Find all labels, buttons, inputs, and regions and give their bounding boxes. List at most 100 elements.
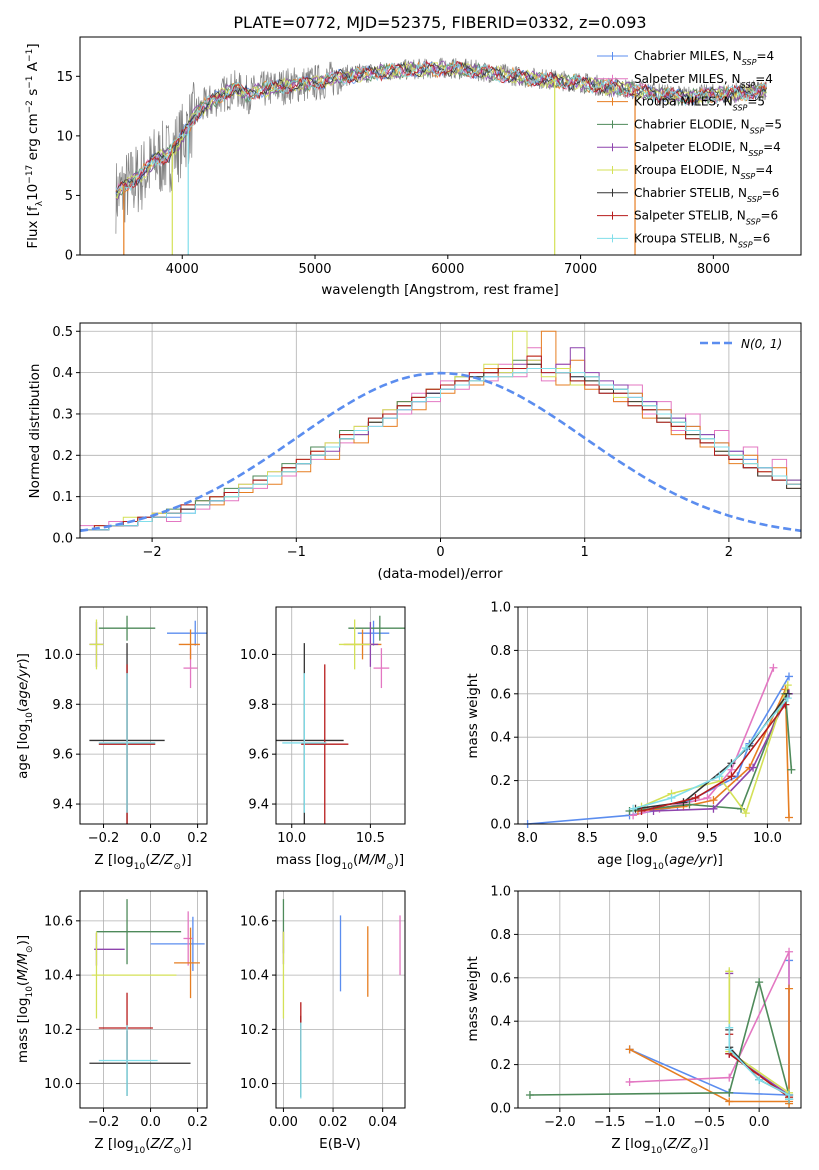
legend-label: Salpeter MILES, NSSP=4 [634, 72, 773, 90]
age-vs-metallicity-ylabel: age [log10(age/yr)] [15, 653, 35, 779]
y-tick-label: 10.2 [240, 1023, 269, 1038]
errorbar-point [91, 931, 177, 1019]
mass-vs-metallicity-panel: −0.2 0.0 0.2 10.0 10.2 10.4 10.6 Z [log10(Z/Z⊙… [15, 890, 208, 1156]
series-marker [725, 1045, 734, 1054]
y-tick-label: 0.1 [52, 490, 73, 505]
series-marker [749, 763, 758, 772]
series-line [641, 684, 789, 815]
y-tick-label: 9.4 [52, 798, 73, 813]
y-tick-label: 10.6 [44, 914, 73, 929]
errorbar-point [96, 899, 182, 965]
x-tick-label: −2 [143, 545, 162, 560]
spectrum-axes-frame [79, 36, 802, 256]
svg-text:mass [log10(M/M⊙)]: mass [log10(M/M⊙)] [15, 935, 35, 1063]
svg-text:Z [log10(Z/Z⊙)]: Z [log10(Z/Z⊙)] [611, 1136, 708, 1156]
mass-vs-metallicity-xlabel: Z [log10(Z/Z⊙)] [94, 1136, 191, 1156]
x-tick-label: 9.0 [637, 831, 658, 846]
series-marker [725, 1023, 734, 1032]
legend-label: Kroupa ELODIE, NSSP=4 [634, 163, 773, 181]
age-vs-mass-axes-frame [275, 606, 406, 825]
errorbar-point [348, 615, 405, 641]
series-marker [769, 663, 778, 672]
x-tick-label: −1.0 [644, 1115, 676, 1130]
y-tick-label: 0.0 [52, 532, 73, 547]
x-tick-label: 0.0 [140, 831, 161, 846]
series-marker [785, 1095, 794, 1104]
series-marker [755, 1075, 764, 1084]
series-marker [741, 744, 750, 753]
y-tick-label: 9.6 [52, 748, 73, 763]
x-tick-label: 7000 [564, 262, 597, 277]
legend-label: Chabrier MILES, NSSP=4 [634, 49, 774, 67]
errorbar-point [338, 619, 371, 670]
x-tick-label: −1.5 [594, 1115, 626, 1130]
x-tick-label: 2 [725, 545, 733, 560]
y-tick-label: 10.4 [240, 969, 269, 984]
mass-weight-vs-age-panel: 8.0 8.5 9.0 9.5 10.0 0.0 0.2 0.4 0.6 0.8 1.0 age [… [465, 601, 802, 872]
y-tick-label: 10.0 [240, 1077, 269, 1092]
x-tick-label: 10.5 [356, 831, 385, 846]
svg-text:Z [log10(Z/Z⊙)]: Z [log10(Z/Z⊙)] [94, 852, 191, 872]
series-marker [685, 800, 694, 809]
mass-vs-metallicity-axes-frame [79, 890, 208, 1109]
x-tick-label: −0.5 [694, 1115, 726, 1130]
y-tick-label: 0.2 [490, 774, 511, 789]
y-tick-label: 10.4 [44, 969, 73, 984]
x-tick-label: −0.2 [88, 1115, 120, 1130]
errorbar-point [183, 911, 193, 966]
x-tick-label: 0.2 [187, 831, 208, 846]
series-marker [785, 813, 794, 822]
histogram-step-line [80, 330, 801, 531]
series-marker [715, 772, 724, 781]
errorbar-point [301, 664, 349, 824]
mass-vs-ebv-axes-frame [275, 890, 406, 1109]
errorbar-point [174, 927, 200, 999]
spectrum-title: PLATE=0772, MJD=52375, FIBERID=0332, z=0… [233, 13, 646, 32]
errorbar-point [89, 619, 104, 670]
y-tick-label: 0.6 [490, 971, 511, 986]
normal-distribution-curve [79, 371, 802, 533]
y-tick-label: 0.4 [490, 1015, 511, 1030]
y-tick-label: 0 [65, 249, 73, 264]
series-marker [625, 1045, 634, 1054]
y-tick-label: 0.8 [490, 928, 511, 943]
y-tick-label: 9.8 [248, 698, 269, 713]
x-tick-label: 0.00 [269, 1115, 298, 1130]
series-marker [785, 984, 794, 993]
y-tick-label: 10.0 [44, 648, 73, 663]
y-tick-label: 1.0 [490, 601, 511, 616]
y-tick-label: 9.8 [52, 698, 73, 713]
x-tick-label: 6000 [431, 262, 464, 277]
x-tick-label: 1 [581, 545, 589, 560]
x-tick-label: 8.5 [577, 831, 598, 846]
errorbar-point [98, 673, 156, 813]
x-tick-label: 0.2 [187, 1115, 208, 1130]
x-tick-label: 10.0 [277, 831, 306, 846]
age-vs-mass-panel: 10.0 10.5 9.4 9.6 9.8 10.0 mass [log10(M/M⊙)] [240, 606, 406, 872]
series-line [635, 693, 789, 810]
series-marker [725, 1088, 734, 1097]
errorbar-point [98, 992, 153, 1064]
mass-weight-vs-metallicity-ylabel: mass weight [465, 956, 481, 1041]
series-marker [787, 765, 796, 774]
errorbar-point [178, 629, 200, 660]
x-tick-label: 0.02 [319, 1115, 348, 1130]
spectrum-xlabel: wavelength [Angstrom, rest frame] [321, 282, 559, 298]
series-marker [785, 672, 794, 681]
x-tick-label: 0.0 [749, 1115, 770, 1130]
series-marker [625, 1077, 634, 1086]
legend-label: Kroupa MILES, NSSP=5 [634, 95, 765, 113]
series-marker [667, 793, 676, 802]
errorbar-point [98, 615, 156, 641]
errorbar-point [167, 620, 207, 646]
legend-label: Salpeter STELIB, NSSP=6 [634, 209, 778, 227]
spectrum-legend: Chabrier MILES, NSSP=4 Salpeter MILES, NS… [597, 49, 782, 249]
series-marker [691, 793, 700, 802]
x-tick-label: 5000 [298, 262, 331, 277]
x-tick-label: 9.5 [697, 831, 718, 846]
series-marker [525, 1090, 534, 1099]
series-marker [725, 967, 734, 976]
residuals-xlabel: (data-model)/error [377, 566, 503, 582]
y-tick-label: 0.4 [490, 731, 511, 746]
